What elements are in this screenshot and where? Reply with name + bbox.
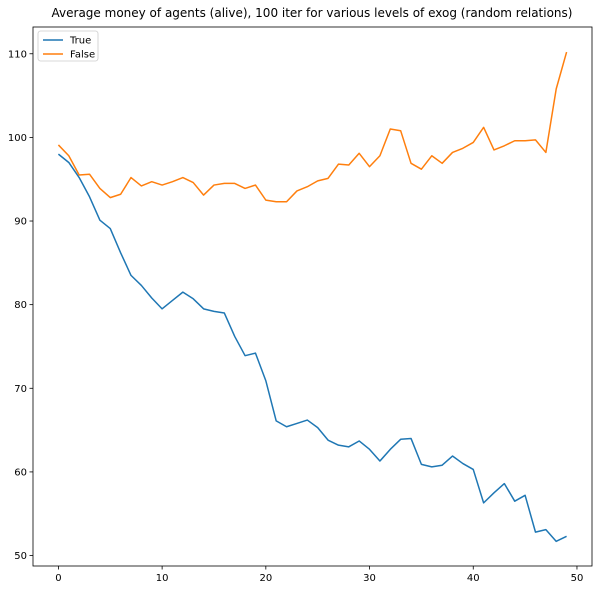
- chart-title: Average money of agents (alive), 100 ite…: [52, 6, 573, 20]
- y-axis: 50 60 70 80 90 100 110: [8, 49, 33, 562]
- plot-area: [32, 26, 593, 567]
- x-tick-label: 10: [156, 573, 169, 584]
- plot-frame: [32, 26, 593, 567]
- x-tick-label: 0: [55, 573, 61, 584]
- x-tick-label: 30: [363, 573, 376, 584]
- series-layer: [57, 51, 568, 543]
- y-tick-label: 50: [14, 551, 27, 562]
- x-tick-label: 20: [259, 573, 272, 584]
- y-tick-label: 100: [8, 133, 27, 144]
- x-tick-label: 40: [467, 573, 480, 584]
- x-axis: 0 10 20 30 40 50: [55, 566, 583, 584]
- y-tick-label: 70: [14, 384, 27, 395]
- x-tick-label: 50: [571, 573, 584, 584]
- y-tick-label: 80: [14, 300, 27, 311]
- legend-label-true: True: [69, 36, 91, 47]
- series-line-false: [57, 51, 568, 203]
- legend: True False: [37, 30, 99, 62]
- y-tick-label: 90: [14, 217, 27, 228]
- y-tick-label: 60: [14, 467, 27, 478]
- y-tick-label: 110: [8, 49, 27, 60]
- series-line-true: [57, 153, 567, 543]
- legend-label-false: False: [70, 50, 95, 61]
